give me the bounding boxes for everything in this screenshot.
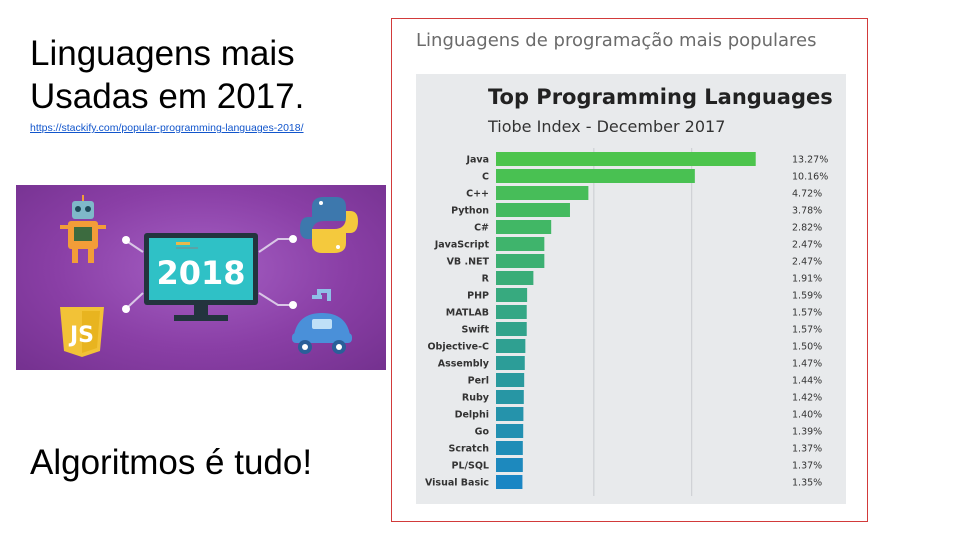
banner-image: 2018 JS (16, 185, 386, 370)
value-label: 1.57% (792, 325, 822, 336)
chart-frame: Linguagens de programação mais populares… (391, 18, 868, 522)
value-label: 4.72% (792, 189, 822, 200)
category-label: R (482, 274, 490, 285)
category-label: MATLAB (446, 308, 489, 319)
bar (496, 356, 525, 370)
python-icon (300, 197, 358, 253)
bar (496, 322, 527, 336)
value-label: 1.47% (792, 359, 822, 370)
value-label: 1.42% (792, 393, 822, 404)
chart-title: Top Programming Languages (488, 85, 833, 109)
bar-chart: Top Programming Languages Tiobe Index - … (425, 85, 833, 496)
javascript-icon: JS (60, 307, 104, 357)
value-label: 1.39% (792, 427, 822, 438)
value-label: 1.37% (792, 444, 822, 455)
value-label: 3.78% (792, 206, 822, 217)
value-label: 2.47% (792, 240, 822, 251)
category-label: Swift (461, 325, 489, 336)
category-label: PL/SQL (452, 461, 489, 472)
bar (496, 441, 523, 455)
value-label: 1.35% (792, 478, 822, 489)
category-label: Delphi (455, 410, 489, 421)
category-label: Assembly (438, 359, 490, 370)
slide-title: Linguagens mais Usadas em 2017. (30, 32, 380, 118)
bar (496, 203, 570, 217)
connector-dots (122, 235, 297, 313)
bar (496, 254, 545, 268)
monitor-icon: 2018 (144, 233, 258, 321)
source-link[interactable]: https://stackify.com/popular-programming… (30, 122, 304, 134)
connector-lines (127, 238, 291, 308)
bar (496, 458, 523, 472)
category-label: Ruby (462, 393, 490, 404)
js-label: JS (68, 323, 94, 348)
value-label: 1.50% (792, 342, 822, 353)
category-label: Python (451, 206, 489, 217)
category-label: Scratch (448, 444, 489, 455)
robotic-arm-car-icon (292, 289, 352, 354)
value-label: 1.40% (792, 410, 822, 421)
category-label: C (482, 172, 489, 183)
value-label: 1.44% (792, 376, 822, 387)
bar (496, 186, 589, 200)
bar (496, 169, 695, 183)
title-line-1: Linguagens mais (30, 34, 295, 73)
banner-illustration: 2018 JS (60, 195, 358, 357)
banner-year: 2018 (156, 254, 245, 292)
category-label: PHP (467, 291, 489, 302)
bar (496, 407, 524, 421)
category-label: Visual Basic (425, 478, 489, 489)
bar (496, 339, 526, 353)
category-label: C++ (466, 189, 489, 200)
value-label: 2.82% (792, 223, 822, 234)
value-label: 1.57% (792, 308, 822, 319)
bar (496, 152, 756, 166)
bar (496, 220, 552, 234)
category-label: C# (474, 223, 489, 234)
chart-panel: Top Programming Languages Tiobe Index - … (416, 74, 846, 504)
category-label: Go (475, 427, 490, 438)
title-line-2: Usadas em 2017. (30, 77, 305, 116)
bar (496, 424, 524, 438)
frame-caption: Linguagens de programação mais populares (416, 30, 817, 51)
category-label: Perl (468, 376, 489, 387)
bar (496, 288, 528, 302)
bar (496, 475, 523, 489)
value-label: 1.59% (792, 291, 822, 302)
value-label: 2.47% (792, 257, 822, 268)
category-label: VB .NET (447, 257, 490, 268)
category-label: Java (465, 155, 489, 166)
category-label: Objective-C (427, 342, 489, 353)
bar (496, 237, 545, 251)
bar (496, 305, 527, 319)
bar (496, 390, 524, 404)
value-label: 10.16% (792, 172, 828, 183)
value-label: 1.37% (792, 461, 822, 472)
bar (496, 373, 525, 387)
bar (496, 271, 534, 285)
chart-subtitle: Tiobe Index - December 2017 (487, 117, 725, 136)
value-label: 13.27% (792, 155, 828, 166)
tagline: Algoritmos é tudo! (30, 443, 313, 482)
value-label: 1.91% (792, 274, 822, 285)
category-label: JavaScript (434, 240, 490, 251)
robot-icon (60, 195, 106, 263)
